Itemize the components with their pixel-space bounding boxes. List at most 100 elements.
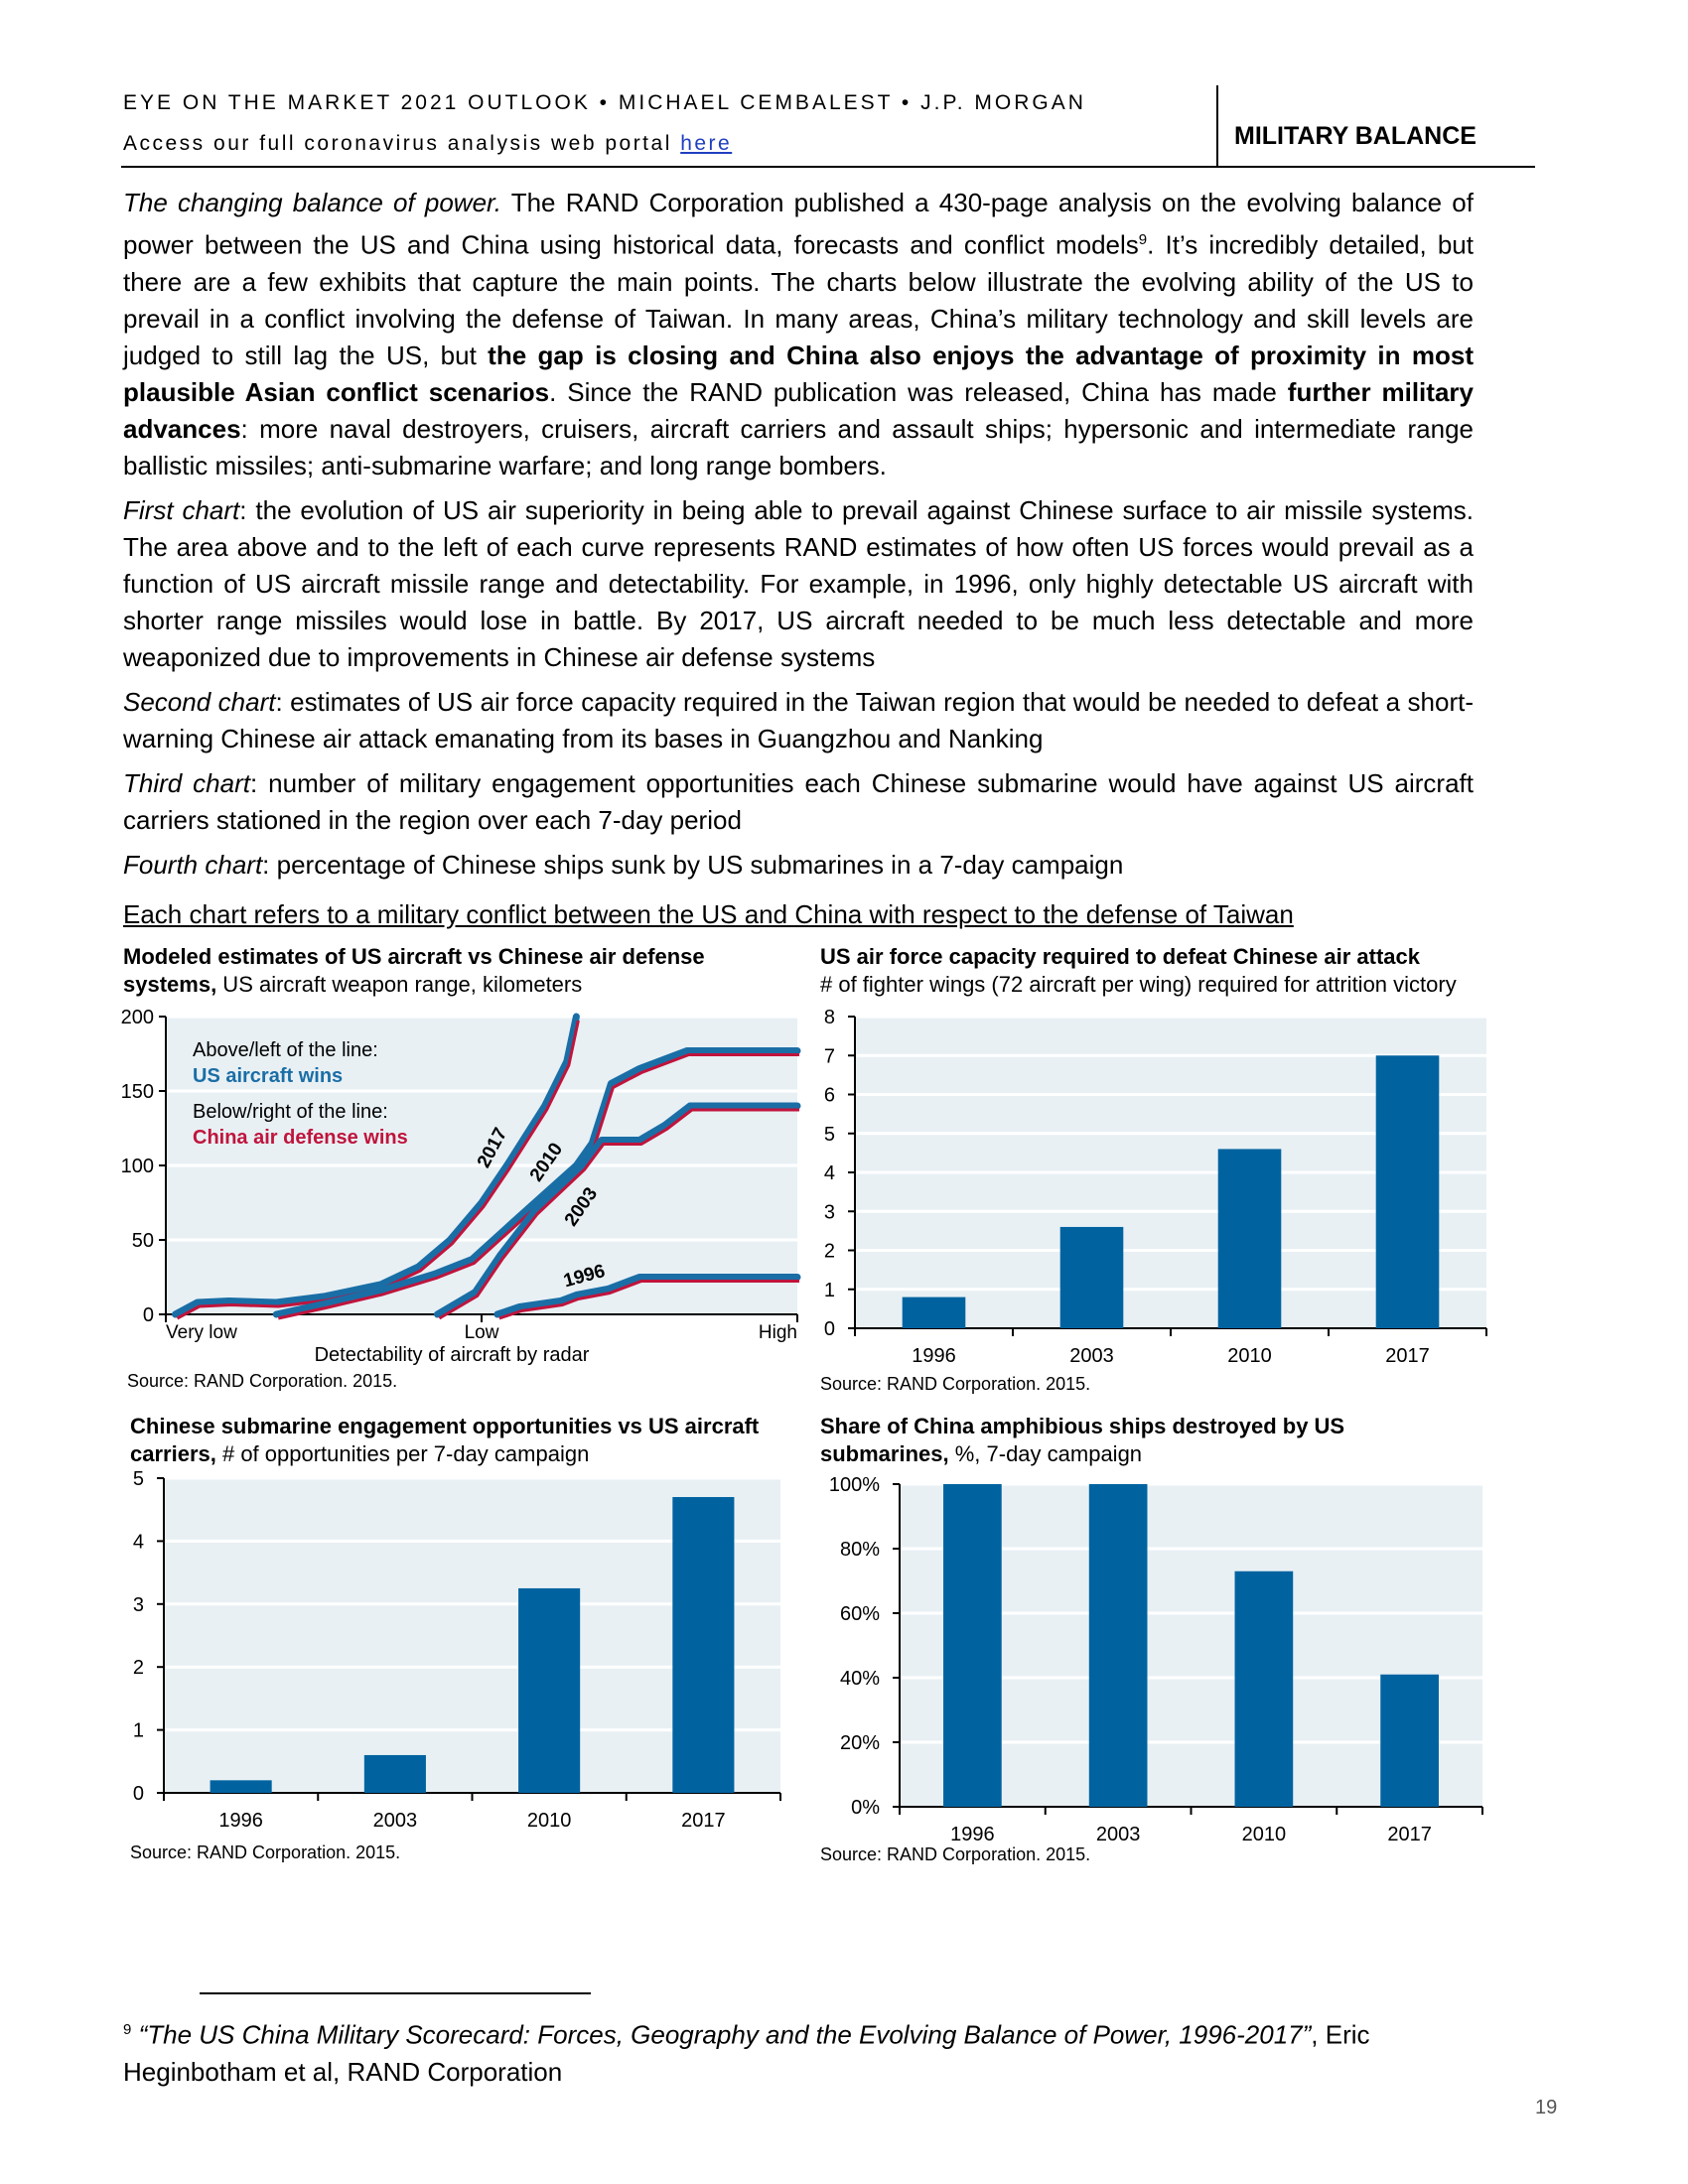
x-tick-label: 2010 [1227, 1345, 1272, 1367]
text-segment: : the evolution of US air superiority in… [123, 494, 1474, 672]
chart4-source: Source: RAND Corporation. 2015. [820, 1844, 1091, 1864]
series-line-china-2003 [438, 1108, 799, 1320]
chart3-source: Source: RAND Corporation. 2015. [130, 1843, 401, 1862]
text-segment: Third chart [123, 767, 250, 798]
y-tick-label: 5 [133, 1468, 144, 1490]
y-tick-label: 0 [133, 1783, 144, 1805]
chart3-title-bold: Chinese submarine engagement opportuniti… [130, 1414, 760, 1466]
footnote-number: 9 [123, 2021, 132, 2038]
header-rule [121, 166, 1535, 168]
x-tick-label: 2017 [1385, 1345, 1430, 1367]
y-tick-label: 5 [824, 1124, 835, 1146]
paragraph: Fourth chart: percentage of Chinese ship… [123, 847, 1474, 884]
x-tick-label: 2003 [373, 1810, 418, 1832]
y-tick-label: 200 [121, 1007, 154, 1028]
y-tick-label: 0 [143, 1304, 154, 1326]
legend-below-value: China air defense wins [193, 1127, 408, 1149]
footnote-rule [200, 1992, 591, 1994]
bar-1996 [902, 1297, 966, 1328]
x-tick-label: 2017 [681, 1810, 726, 1832]
y-tick-label: 1 [133, 1720, 144, 1742]
y-tick-label: 3 [824, 1201, 835, 1223]
footnote-rest: , Eric Heginbotham et al, RAND Corporati… [123, 2019, 1370, 2087]
text-segment: further military advances [123, 376, 1474, 444]
x-tick-label: 2010 [527, 1810, 572, 1832]
chart4-title: Share of China amphibious ships destroye… [820, 1413, 1436, 1468]
series-line-us-2010 [272, 1047, 801, 1318]
text-segment: First chart [123, 494, 240, 525]
text-segment: : percentage of Chinese ships sunk by US… [262, 849, 1124, 880]
paragraph: First chart: the evolution of US air sup… [123, 492, 1474, 676]
series-line-china-2017 [176, 1020, 580, 1320]
legend-below-label: Below/right of the line: [193, 1101, 388, 1123]
portal-text: Access our full coronavirus analysis web… [123, 132, 681, 155]
chart2-source: Source: RAND Corporation. 2015. [820, 1374, 1091, 1394]
y-tick-label: 150 [121, 1081, 154, 1103]
charts-note: Each chart refers to a military conflict… [123, 899, 1294, 929]
y-tick-label: 4 [824, 1162, 835, 1184]
series-line-china-1996 [498, 1280, 799, 1320]
x-tick-label: 2003 [1069, 1345, 1114, 1367]
x-tick-label: 1996 [912, 1345, 956, 1367]
paragraph: Third chart: number of military engageme… [123, 765, 1474, 839]
chart2-title-rest: # of fighter wings (72 aircraft per wing… [820, 972, 1457, 997]
page-number: 19 [1535, 2097, 1558, 2118]
bar-2017 [1380, 1674, 1439, 1807]
x-tick-label: 1996 [218, 1810, 263, 1832]
x-tick-label: Very low [166, 1322, 237, 1343]
legend-above-label: Above/left of the line: [193, 1039, 378, 1061]
text-segment: : number of military engagement opportun… [123, 767, 1474, 835]
bar-2010 [518, 1587, 581, 1793]
y-tick-label: 6 [824, 1085, 835, 1107]
y-tick-label: 0 [824, 1318, 835, 1340]
y-tick-label: 8 [824, 1007, 835, 1028]
x-axis-label: Detectability of aircraft by radar [315, 1344, 590, 1366]
text-segment: the gap is closing and China also enjoys… [123, 340, 1475, 407]
text-segment: The RAND Corporation published a 430-pag… [123, 188, 1474, 260]
y-tick-label: 40% [840, 1668, 880, 1690]
chart4-title-rest: %, 7-day campaign [948, 1441, 1143, 1466]
legend-above-value: US aircraft wins [193, 1065, 343, 1087]
y-tick-label: 2 [824, 1241, 835, 1263]
y-tick-label: 3 [133, 1594, 144, 1616]
y-tick-label: 60% [840, 1603, 880, 1625]
bar-1996 [210, 1780, 272, 1793]
bar-2003 [1088, 1484, 1148, 1807]
text-segment: : more naval destroyers, cruisers, aircr… [123, 413, 1474, 480]
footnote: 9 “The US China Military Scorecard: Forc… [123, 2011, 1474, 2091]
portal-line: Access our full coronavirus analysis web… [123, 132, 732, 156]
text-segment: Fourth chart [123, 849, 263, 880]
y-tick-label: 80% [840, 1539, 880, 1561]
section-title: MILITARY BALANCE [1234, 122, 1477, 150]
text-segment: . Since the RAND publication was release… [549, 376, 1288, 407]
text-segment: Second chart [123, 686, 276, 717]
series-line-us-2017 [172, 1013, 580, 1318]
paragraph: The changing balance of power. The RAND … [123, 185, 1474, 484]
y-tick-label: 0% [851, 1797, 880, 1819]
chart1-title-bold: Modeled estimates of US aircraft vs Chin… [123, 944, 705, 997]
y-tick-label: 50 [132, 1230, 154, 1252]
chart1-title-rest: US aircraft weapon range, kilometers [216, 972, 583, 997]
body-text: The changing balance of power. The RAND … [123, 185, 1474, 891]
text-segment: The changing balance of power. [123, 188, 501, 217]
bar-1996 [943, 1484, 1002, 1807]
chart1-source: Source: RAND Corporation. 2015. [127, 1371, 398, 1391]
y-tick-label: 1 [824, 1280, 835, 1301]
series-line-us-2003 [433, 1102, 801, 1318]
chart2-title: US air force capacity required to defeat… [820, 943, 1515, 999]
y-tick-label: 100% [829, 1474, 880, 1496]
bar-2017 [672, 1497, 735, 1793]
bar-2017 [1375, 1055, 1440, 1328]
text-segment: . It’s incredibly detailed, but there ar… [123, 229, 1474, 370]
bar-2003 [1059, 1226, 1124, 1328]
footnote-ref: 9 [1138, 231, 1148, 248]
chart3-title: Chinese submarine engagement opportuniti… [130, 1413, 766, 1468]
chart4-title-bold: Share of China amphibious ships destroye… [820, 1414, 1345, 1466]
portal-link[interactable]: here [680, 132, 733, 155]
y-tick-label: 7 [824, 1045, 835, 1067]
x-tick-label: 2010 [1242, 1824, 1287, 1845]
report-header-title: EYE ON THE MARKET 2021 OUTLOOK • MICHAEL… [123, 91, 1086, 114]
x-tick-label: 1996 [950, 1824, 995, 1845]
y-tick-label: 20% [840, 1732, 880, 1754]
